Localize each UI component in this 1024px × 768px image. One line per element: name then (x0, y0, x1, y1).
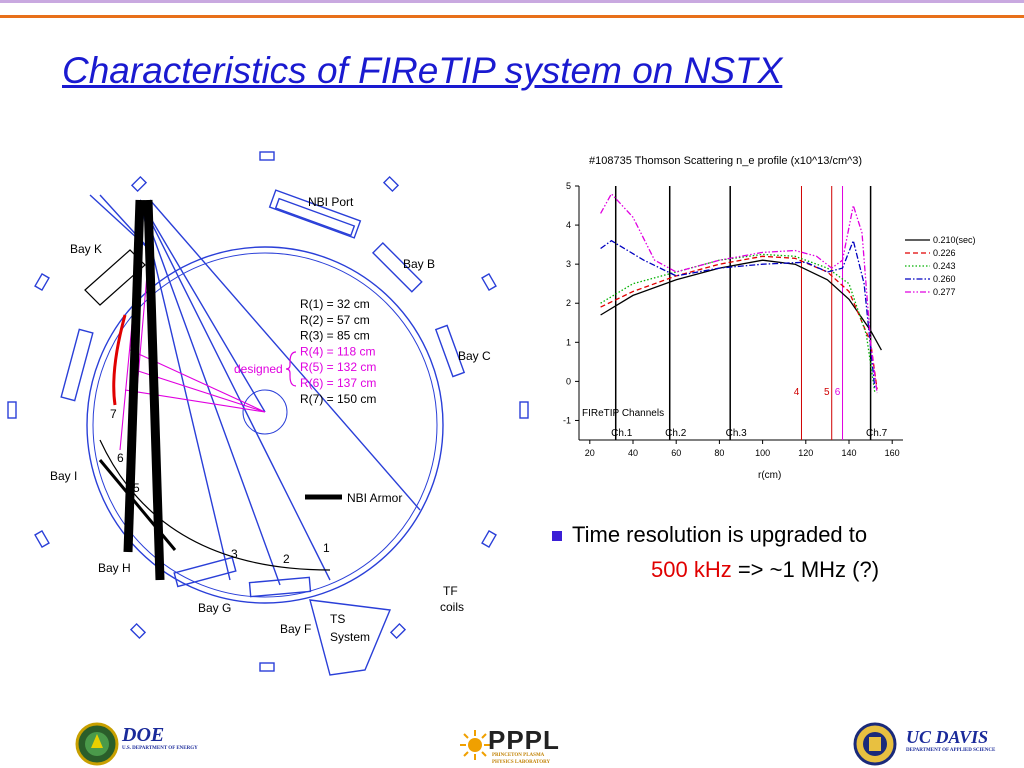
y-tick-label: 3 (566, 259, 571, 269)
top-orange-bar (0, 15, 1024, 18)
doe-subtext: U.S. DEPARTMENT OF ENERGY (122, 746, 198, 751)
pppl-logo-text: PPPL (488, 725, 560, 755)
bullet-line-2: 500 kHz => ~1 MHz (?) (651, 557, 879, 583)
bullet-red-text: 500 kHz (651, 557, 732, 582)
label-bay-g: Bay G (198, 601, 231, 615)
ucdavis-seal-icon (853, 722, 897, 766)
nbi-port-box (268, 189, 362, 239)
y-tick-label: 0 (566, 376, 571, 386)
label-bay-f: Bay F (280, 622, 311, 636)
bay-g-box (173, 556, 237, 588)
num-3: 3 (231, 547, 238, 561)
channel-label: Ch.7 (866, 428, 888, 439)
bay-b-box (371, 241, 423, 293)
radius-label-5: R(5) = 132 cm (300, 360, 376, 374)
ucdavis-subtext: DEPARTMENT OF APPLIED SCIENCE (906, 748, 996, 753)
top-accent-bar (0, 0, 1024, 3)
chart-xlabel: r(cm) (758, 470, 781, 481)
x-tick-label: 120 (798, 448, 813, 458)
y-tick-label: 1 (566, 337, 571, 347)
pppl-sunburst-icon (460, 730, 490, 760)
nstx-diagram: NBI Port Bay B Bay C Bay K Bay I Bay H B… (7, 151, 529, 676)
radius-label-6: R(6) = 137 cm (300, 376, 376, 390)
channel-label: Ch.2 (665, 428, 687, 439)
series-line (600, 259, 882, 351)
bullet-rest-text: => ~1 MHz (?) (731, 557, 880, 582)
legend-label: 0.277 (933, 287, 956, 297)
center-column (242, 389, 288, 435)
channel-label: 5 (824, 387, 830, 398)
channel-label: Ch.3 (726, 428, 748, 439)
label-bay-b: Bay B (403, 257, 435, 271)
doe-seal-icon (75, 722, 119, 766)
x-tick-label: 100 (755, 448, 770, 458)
label-bay-k: Bay K (70, 242, 102, 256)
channel-label: 4 (794, 387, 800, 398)
num-1: 1 (323, 541, 330, 555)
y-tick-label: -1 (563, 415, 571, 425)
series-line (600, 238, 876, 390)
x-tick-label: 60 (671, 448, 681, 458)
channel-label: Ch.1 (611, 428, 633, 439)
label-ts-1: TS (330, 612, 345, 626)
pppl-subtext-1: PRINCETON PLASMA (492, 753, 545, 758)
num-7: 7 (110, 407, 117, 421)
x-tick-label: 40 (628, 448, 638, 458)
radius-label-4: R(4) = 118 cm (300, 344, 375, 358)
bay-f-box (248, 576, 312, 598)
slide-title: Characteristics of FIReTIP system on NST… (62, 50, 783, 91)
legend-label: 0.260 (933, 274, 956, 284)
thomson-chart: #108735 Thomson Scattering n_e profile (… (563, 155, 976, 481)
num-5: 5 (133, 481, 140, 495)
label-bay-h: Bay H (98, 561, 131, 575)
series-line (600, 255, 878, 390)
doe-logo-text: DOE (122, 724, 165, 746)
series-line (600, 253, 876, 394)
chord-right (143, 199, 165, 581)
bullet-marker (552, 531, 562, 541)
vessel-inner-ring (92, 252, 438, 598)
ts-system-box (309, 599, 392, 676)
bay-k-structure (84, 249, 146, 306)
radii-list: R(1) = 32 cm R(2) = 57 cm R(3) = 85 cmR(4)… (300, 297, 376, 406)
vessel-outer-ring (86, 246, 444, 604)
legend-label: 0.226 (933, 248, 956, 258)
channel-label: 6 (835, 387, 841, 398)
x-tick-label: 160 (885, 448, 900, 458)
y-tick-label: 5 (566, 181, 571, 191)
pppl-subtext-2: PHYSICS LABORATORY (492, 760, 551, 765)
num-6: 6 (117, 451, 124, 465)
chart-title: #108735 Thomson Scattering n_e profile (… (589, 155, 862, 167)
y-tick-label: 2 (566, 298, 571, 308)
label-bay-i: Bay I (50, 469, 77, 483)
ucdavis-logo-text: UC DAVIS (906, 727, 989, 747)
legend-label: 0.243 (933, 261, 956, 271)
radius-label-2: R(2) = 57 cm (300, 313, 370, 327)
bullet-line-1: Time resolution is upgraded to (572, 522, 868, 547)
num-2: 2 (283, 552, 290, 566)
label-bay-c: Bay C (458, 349, 491, 363)
series-line (600, 192, 878, 394)
bay-c-box (434, 324, 466, 378)
bay-i-box (60, 328, 94, 402)
label-designed: designed (234, 362, 283, 376)
label-ts-2: System (330, 630, 370, 644)
label-tf-2: coils (440, 600, 464, 614)
chart-annotation: FIReTIP Channels (582, 408, 664, 419)
label-tf-1: TF (443, 584, 458, 598)
x-tick-label: 140 (841, 448, 856, 458)
label-nbi-armor: NBI Armor (347, 491, 402, 505)
y-tick-label: 4 (566, 220, 571, 230)
radius-label-7: R(7) = 150 cm (300, 392, 376, 406)
radius-label-3: R(3) = 85 cm (300, 329, 370, 343)
legend-label: 0.210(sec) (933, 235, 976, 245)
x-tick-label: 80 (714, 448, 724, 458)
radius-label-1: R(1) = 32 cm (300, 297, 370, 311)
label-nbi-port: NBI Port (308, 195, 354, 209)
x-tick-label: 20 (585, 448, 595, 458)
